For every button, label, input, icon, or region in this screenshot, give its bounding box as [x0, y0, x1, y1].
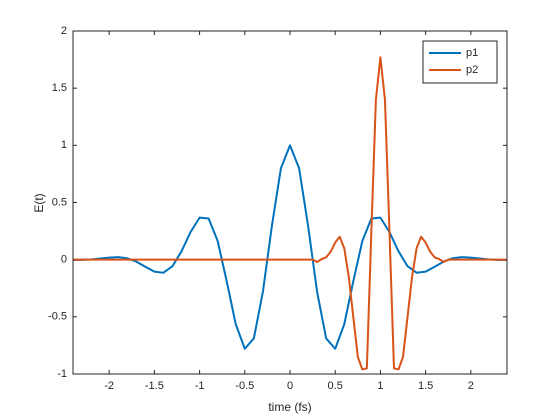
x-tick-label: 1.5 — [418, 380, 433, 392]
x-axis-label: time (fs) — [268, 400, 311, 414]
y-tick-label: -0.5 — [48, 311, 67, 323]
line-series — [73, 56, 507, 371]
y-tick-label: 0 — [61, 254, 67, 266]
x-tick-label: -0.5 — [235, 380, 254, 392]
x-tick-label: 0 — [287, 380, 293, 392]
legend-label: p2 — [466, 64, 478, 76]
axes-box — [72, 30, 508, 375]
y-tick-label: -1 — [57, 368, 67, 380]
y-tick-label: 1.5 — [52, 82, 67, 94]
legend-box — [422, 40, 498, 84]
x-tick-label: 0.5 — [328, 380, 343, 392]
legend-label: p1 — [466, 47, 478, 59]
x-tick-label: 2 — [468, 380, 474, 392]
y-tick-label: 1 — [61, 139, 67, 151]
y-tick-label: 2 — [61, 25, 67, 37]
y-tick-label: 0.5 — [52, 196, 67, 208]
x-tick-label: 1 — [377, 380, 383, 392]
x-tick-label: -2 — [104, 380, 114, 392]
x-tick-label: -1 — [195, 380, 205, 392]
y-axis-label: E(t) — [32, 193, 46, 212]
x-tick-label: -1.5 — [145, 380, 164, 392]
line-series — [72, 144, 508, 350]
